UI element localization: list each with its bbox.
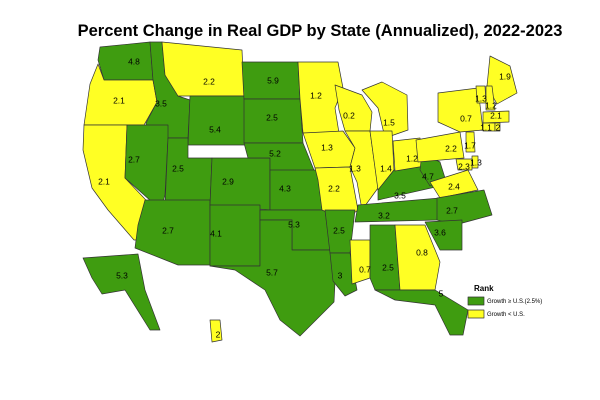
- legend-title: Rank: [474, 284, 494, 293]
- state-shape-hi: [209, 319, 223, 343]
- state-value-ar: 2.5: [333, 225, 345, 235]
- legend-swatch-below: [467, 309, 485, 319]
- state-value-tn: 3.2: [378, 210, 390, 220]
- state-shape-md: [455, 158, 473, 171]
- state-shape-nj: [465, 131, 476, 153]
- state-shape-ny: [437, 87, 484, 133]
- state-value-in: 1.4: [380, 163, 392, 173]
- state-value-mo: 2.2: [328, 183, 340, 193]
- state-shape-mt: [161, 41, 245, 97]
- state-value-ca: 2.1: [98, 176, 110, 186]
- state-value-wy: 5.4: [209, 124, 221, 134]
- state-value-or: 2.1: [113, 95, 125, 105]
- legend-swatch-above: [467, 296, 485, 306]
- legend-label-below: Growth < U.S.: [487, 312, 525, 318]
- state-shape-me: [486, 55, 518, 105]
- state-value-fl: 5: [439, 288, 444, 298]
- state-value-mt: 2.2: [203, 76, 215, 86]
- legend-label-above: Growth ≥ U.S.(2.5%): [487, 299, 542, 305]
- state-shape-ms: [349, 239, 371, 285]
- labels-layer: 4.8 2.1 2.1 3.5 2.7 2.2 5.4 2.5 2.7 2.9 4.1 5.9 2.5 5…: [98, 56, 511, 339]
- state-value-wv: 4.7: [422, 171, 434, 181]
- state-shape-ga: [394, 224, 441, 291]
- states-layer: [82, 41, 518, 343]
- state-value-mn: 1.2: [310, 90, 322, 100]
- state-shape-mi: [361, 81, 409, 139]
- state-shape-la: [329, 252, 358, 297]
- state-shape-tx: [209, 219, 337, 337]
- state-shape-fl: [374, 289, 469, 336]
- state-value-nv: 2.7: [128, 154, 140, 164]
- state-value-ms: 0.7: [359, 264, 371, 274]
- state-value-ak: 5.3: [116, 270, 128, 280]
- state-shape-wa: [97, 41, 154, 81]
- state-value-md: 2.3: [458, 161, 470, 171]
- state-value-nd: 5.9: [267, 75, 279, 85]
- state-value-ut: 2.5: [172, 163, 184, 173]
- state-shape-ks: [269, 169, 323, 211]
- state-value-ny: 0.7: [460, 113, 472, 123]
- state-value-hi: 2: [216, 329, 221, 339]
- state-value-tx: 5.7: [266, 267, 278, 277]
- state-value-me: 1.9: [499, 71, 511, 81]
- state-value-ga: 0.8: [416, 247, 428, 257]
- legend: Rank Growth ≥ U.S.(2.5%) Growth < U.S.: [467, 284, 542, 319]
- state-value-id: 3.5: [155, 98, 167, 108]
- map-title: Percent Change in Real GDP by State (Ann…: [77, 22, 563, 40]
- state-value-co: 2.9: [222, 176, 234, 186]
- state-value-al: 2.5: [382, 262, 394, 272]
- state-shape-sc: [424, 219, 463, 251]
- state-value-la: 3: [338, 270, 343, 280]
- state-value-wa: 4.8: [128, 56, 140, 66]
- state-shape-nv: [124, 124, 169, 211]
- state-value-de: 1.3: [470, 157, 482, 167]
- state-value-ri: 2: [496, 122, 501, 132]
- state-shape-ri: [494, 122, 501, 132]
- state-value-mi: 1.5: [383, 117, 395, 127]
- state-value-pa: 2.2: [445, 143, 457, 153]
- state-shape-wy: [187, 95, 249, 146]
- state-value-ky: 3.5: [394, 190, 406, 200]
- state-value-va: 2.4: [448, 181, 460, 191]
- state-value-wi: 0.2: [343, 110, 355, 120]
- state-value-nh: 1.2: [485, 100, 497, 110]
- state-value-nc: 2.7: [446, 205, 458, 215]
- state-value-az: 2.7: [162, 225, 174, 235]
- state-value-sd: 2.5: [266, 112, 278, 122]
- state-shape-co: [209, 157, 271, 211]
- state-value-sc: 3.6: [434, 227, 446, 237]
- state-value-nj: 1.7: [464, 140, 476, 150]
- state-value-ct: 1.1: [480, 122, 492, 132]
- state-shape-ma: [482, 110, 510, 124]
- state-value-ma: 2.1: [490, 110, 502, 120]
- state-shape-nh: [485, 85, 496, 111]
- state-value-il: 1.3: [349, 163, 361, 173]
- state-value-ia: 1.3: [321, 142, 333, 152]
- state-shape-mn: [297, 61, 344, 134]
- state-value-ks: 4.3: [279, 183, 291, 193]
- state-shape-or: [83, 63, 158, 126]
- state-shape-va: [429, 169, 479, 199]
- state-value-oh: 1.2: [406, 153, 418, 163]
- state-shape-pa: [415, 131, 465, 163]
- state-shape-nc: [436, 189, 493, 226]
- state-value-ok: 5.3: [288, 219, 300, 229]
- state-value-vt: 1.3: [475, 93, 487, 103]
- state-shape-ak: [82, 253, 161, 331]
- state-value-ne: 5.2: [269, 148, 281, 158]
- state-value-nm: 4.1: [210, 228, 222, 238]
